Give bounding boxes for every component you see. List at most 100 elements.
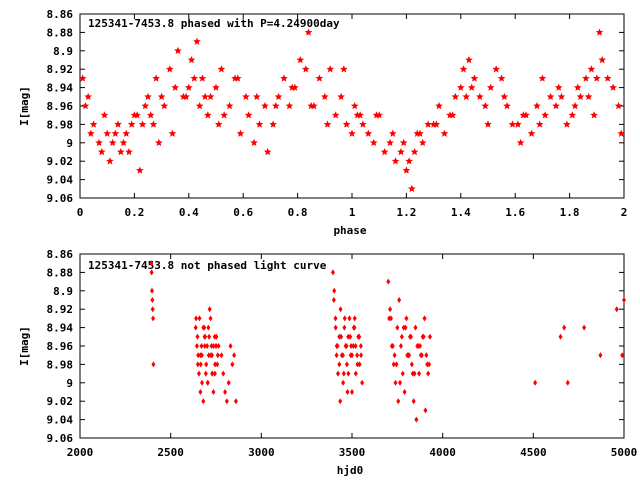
data-point (146, 111, 155, 119)
y-tick-label: 8.92 (47, 63, 74, 76)
data-point (182, 92, 190, 101)
data-point (185, 83, 193, 91)
data-point (165, 65, 174, 73)
data-point (435, 102, 443, 110)
data-point (138, 120, 147, 128)
data-point (144, 92, 152, 101)
data-point (331, 297, 336, 303)
data-point (395, 324, 400, 331)
data-point (224, 398, 229, 405)
y-tick-label: 9.06 (47, 432, 74, 445)
data-point (193, 324, 198, 331)
data-point (197, 315, 202, 322)
data-point (215, 361, 220, 368)
data-point (149, 287, 154, 294)
data-point (133, 111, 141, 119)
data-point (527, 129, 536, 137)
data-point (565, 379, 570, 386)
data-point (196, 352, 201, 359)
data-points (78, 28, 626, 193)
data-point (206, 352, 211, 359)
data-point (398, 379, 403, 386)
data-point (413, 324, 418, 331)
x-tick-label: 3000 (248, 446, 275, 459)
data-point (331, 111, 340, 119)
data-point (149, 269, 154, 276)
data-point (341, 370, 346, 377)
data-point (405, 157, 413, 165)
data-point (244, 111, 253, 119)
data-point (357, 361, 362, 368)
data-point (211, 389, 216, 395)
data-point (497, 74, 506, 82)
data-point (617, 129, 626, 137)
data-point (103, 129, 111, 137)
data-point (199, 343, 204, 349)
data-point (418, 343, 422, 349)
data-point (573, 83, 582, 91)
data-point (207, 333, 212, 340)
x-tick-label: 1 (349, 206, 356, 219)
x-tick-label: 0.4 (179, 206, 199, 219)
x-tick-label: 0.2 (124, 206, 144, 219)
data-point (160, 102, 169, 110)
data-point (345, 389, 350, 395)
data-point (582, 324, 587, 331)
data-point (204, 361, 209, 368)
data-point (372, 111, 381, 119)
data-point (399, 333, 404, 340)
data-point (232, 352, 237, 359)
y-tick-label: 9.04 (47, 174, 74, 187)
data-point (603, 74, 612, 82)
data-point (519, 111, 528, 119)
data-point (346, 370, 351, 377)
data-point (136, 166, 144, 174)
data-point (598, 56, 607, 64)
data-point (285, 102, 294, 110)
data-point (350, 352, 354, 359)
y-tick-label: 8.9 (53, 45, 73, 58)
data-point (213, 361, 218, 368)
data-point (168, 129, 177, 137)
data-point (533, 102, 541, 110)
data-point (417, 370, 422, 377)
y-tick-label: 8.98 (47, 118, 74, 131)
data-point (334, 352, 339, 359)
data-point (359, 352, 364, 359)
data-point (151, 315, 156, 322)
data-point (392, 352, 397, 359)
data-point (465, 56, 473, 64)
data-point (141, 102, 150, 110)
data-point (205, 379, 210, 386)
data-point (476, 92, 484, 101)
data-point (125, 148, 133, 156)
data-point (233, 74, 242, 82)
x-tick-label: 2500 (157, 446, 184, 459)
data-point (356, 111, 364, 119)
data-point (337, 92, 345, 101)
x-tick-label: 1.4 (451, 206, 471, 219)
data-point (459, 65, 468, 73)
data-point (206, 92, 215, 101)
data-point (195, 361, 200, 368)
data-point (424, 120, 432, 128)
data-point (221, 370, 226, 377)
x-tick-label: 2 (621, 206, 628, 219)
data-point (217, 65, 226, 73)
y-tick-label: 8.96 (47, 340, 74, 353)
data-point (380, 148, 389, 156)
data-point (269, 120, 277, 128)
data-point (533, 379, 538, 386)
x-tick-label: 1.6 (505, 206, 525, 219)
data-point (274, 92, 283, 101)
chart-title: 125341-7453.8 phased with P=4.24900day (88, 17, 340, 30)
x-axis-label: phase (333, 224, 366, 237)
y-tick-label: 8.9 (53, 285, 73, 298)
phased-light-curve-panel: 125341-7453.8 phased with P=4.24900day p… (18, 8, 627, 237)
data-point (330, 269, 335, 276)
y-tick-label: 8.86 (47, 248, 74, 261)
data-point (100, 111, 109, 119)
data-point (426, 370, 431, 377)
